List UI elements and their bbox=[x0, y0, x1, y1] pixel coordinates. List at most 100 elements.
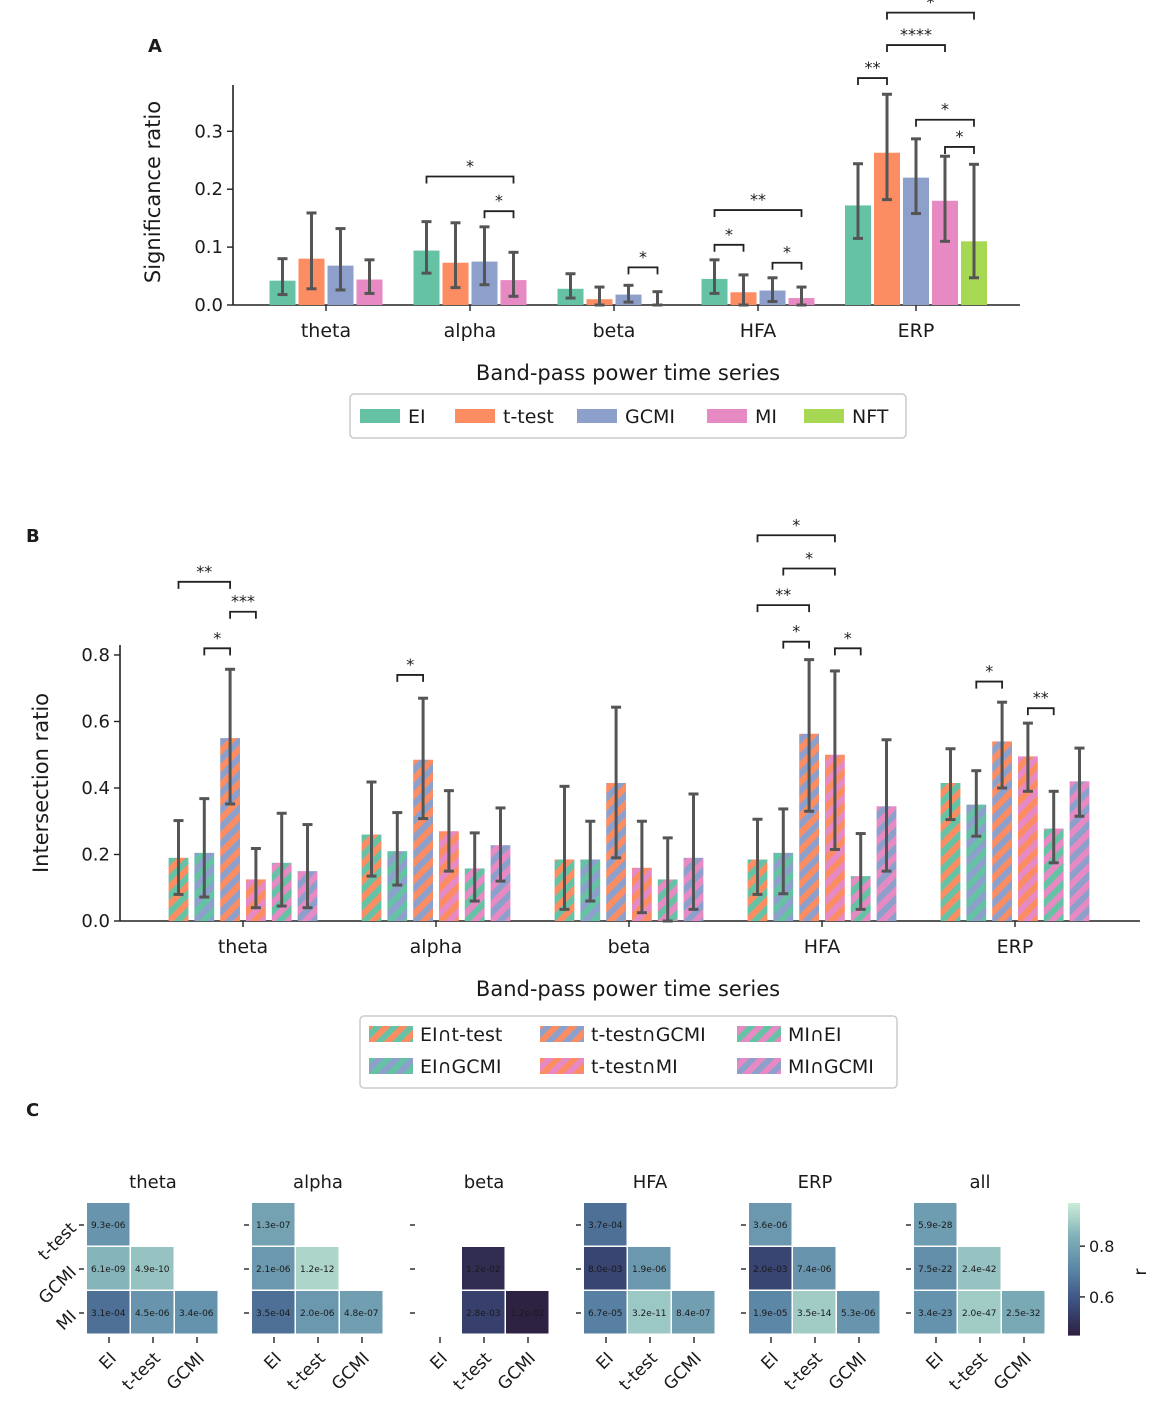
heatmap-cell bbox=[914, 1247, 957, 1290]
heatmap-cell-p-value: 2.4e-42 bbox=[962, 1265, 997, 1275]
significance-bracket bbox=[857, 77, 888, 86]
heatmap-cell bbox=[914, 1203, 957, 1246]
significance-label: **** bbox=[900, 25, 932, 44]
colorbar-segment bbox=[1068, 1269, 1080, 1272]
significance-label: * bbox=[956, 127, 964, 146]
heatmap-cell bbox=[914, 1291, 957, 1334]
heatmap-cell-p-value: 3.5e-04 bbox=[256, 1309, 291, 1319]
heatmap-col-label-gcmi: GCMI bbox=[990, 1349, 1036, 1395]
colorbar-segment bbox=[1068, 1277, 1080, 1280]
significance-bracket bbox=[177, 580, 231, 589]
panel-a-xlabel: Band-pass power time series bbox=[476, 361, 780, 385]
significance-bracket bbox=[627, 266, 659, 275]
bar-ei-and-gcmi-erp bbox=[966, 804, 987, 921]
significance-label: * bbox=[792, 622, 800, 641]
heatmap-cell-p-value: 6.1e-09 bbox=[91, 1265, 126, 1275]
legend-label-gcmi: GCMI bbox=[625, 406, 675, 428]
colorbar-segment bbox=[1068, 1265, 1080, 1268]
legend-label-mi: MI bbox=[755, 406, 777, 428]
bar-t-test-and-gcmi-erp bbox=[992, 741, 1012, 921]
legend-swatch-t-test-and-gcmi bbox=[540, 1026, 584, 1042]
significance-label: ** bbox=[750, 190, 766, 209]
colorbar: 0.6 0.8 bbox=[1068, 1203, 1114, 1336]
panel-b-ylabel: Intersection ratio bbox=[29, 693, 53, 873]
colorbar-segment bbox=[1068, 1285, 1080, 1288]
bar-ei-and-t-test-erp bbox=[940, 783, 961, 921]
bar-t-test-and-mi-alpha bbox=[439, 831, 459, 921]
heatmap-cell-p-value: 3.5e-14 bbox=[797, 1309, 832, 1319]
heatmap-cell bbox=[131, 1291, 174, 1334]
significance-label: * bbox=[805, 549, 813, 568]
colorbar-segment bbox=[1068, 1307, 1080, 1310]
colorbar-segment bbox=[1068, 1295, 1080, 1298]
bar-t-test-and-mi-erp bbox=[1018, 756, 1038, 921]
y-tick-label: 0.2 bbox=[81, 844, 110, 865]
heatmap-cell-p-value: 2.0e-47 bbox=[962, 1309, 997, 1319]
heatmap-cell bbox=[749, 1291, 792, 1334]
colorbar-segment bbox=[1068, 1299, 1080, 1302]
significance-label: * bbox=[466, 156, 474, 175]
heatmap-cell-p-value: 9.3e-06 bbox=[91, 1221, 126, 1231]
legend-swatch-t-test-and-mi bbox=[540, 1058, 584, 1074]
panel-label-b: B bbox=[26, 526, 40, 547]
heatmap-col-label-t-test: t-test bbox=[283, 1348, 330, 1395]
heatmap-cell-p-value: 2.1e-06 bbox=[256, 1265, 291, 1275]
heatmap-cell-p-value: 1.9e-05 bbox=[753, 1309, 788, 1319]
significance-bracket bbox=[483, 210, 515, 219]
bar-t-test-and-gcmi-alpha bbox=[413, 759, 433, 921]
colorbar-segment bbox=[1068, 1287, 1080, 1290]
colorbar-segment bbox=[1068, 1213, 1080, 1216]
significance-bracket bbox=[771, 261, 803, 270]
significance-label: * bbox=[783, 243, 791, 262]
colorbar-segment bbox=[1068, 1323, 1080, 1326]
heatmap-title-alpha: alpha bbox=[293, 1172, 343, 1193]
colorbar-segment bbox=[1068, 1301, 1080, 1304]
heatmap-col-label-t-test: t-test bbox=[118, 1348, 165, 1395]
heatmap-col-label-t-test: t-test bbox=[449, 1348, 496, 1395]
legend-label-t-test-and-gcmi: t-test∩GCMI bbox=[591, 1024, 706, 1046]
legend-swatch-ei-and-gcmi bbox=[369, 1058, 413, 1074]
x-tick-label-alpha: alpha bbox=[444, 320, 497, 342]
heatmap-col-label-t-test: t-test bbox=[615, 1348, 662, 1395]
y-tick-label: 0.4 bbox=[81, 778, 110, 799]
heatmap-row-label-mi: MI bbox=[53, 1307, 81, 1335]
heatmap-cell-p-value: 1.9e-06 bbox=[632, 1265, 667, 1275]
colorbar-segment bbox=[1068, 1235, 1080, 1238]
colorbar-segment bbox=[1068, 1315, 1080, 1318]
significance-label: * bbox=[213, 628, 221, 647]
colorbar-segment bbox=[1068, 1313, 1080, 1316]
legend-swatch-nft bbox=[804, 409, 844, 423]
colorbar-segment bbox=[1068, 1267, 1080, 1270]
y-tick-label: 0.0 bbox=[81, 911, 110, 932]
panel-label-a: A bbox=[148, 36, 162, 57]
heatmap-cell bbox=[506, 1291, 549, 1334]
bar-t-test-and-gcmi-hfa bbox=[799, 733, 819, 921]
heatmap-cell bbox=[672, 1291, 715, 1334]
heatmap-cell bbox=[628, 1291, 671, 1334]
colorbar-segment bbox=[1068, 1283, 1080, 1286]
legend-label-mi-and-gcmi: MI∩GCMI bbox=[788, 1056, 874, 1078]
significance-bracket bbox=[915, 118, 975, 127]
x-tick-label-alpha: alpha bbox=[410, 936, 463, 958]
colorbar-segment bbox=[1068, 1293, 1080, 1296]
heatmap-cell-p-value: 5.3e-06 bbox=[841, 1309, 876, 1319]
bar-t-test-and-gcmi-theta bbox=[220, 738, 240, 921]
y-tick-label: 0.3 bbox=[194, 121, 223, 142]
significance-bracket bbox=[1027, 707, 1055, 716]
colorbar-segment bbox=[1068, 1255, 1080, 1258]
significance-bracket bbox=[782, 640, 810, 649]
panel-label-c: C bbox=[26, 1100, 39, 1121]
heatmap-cell-p-value: 1.2e-02 bbox=[466, 1265, 501, 1275]
significance-bracket bbox=[229, 610, 257, 619]
bar-ei-and-t-test-alpha bbox=[361, 834, 382, 921]
colorbar-segment bbox=[1068, 1273, 1080, 1276]
heatmap-col-label-ei: EI bbox=[757, 1349, 782, 1374]
heatmap-title-theta: theta bbox=[129, 1172, 177, 1193]
colorbar-segment bbox=[1068, 1229, 1080, 1232]
heatmap-col-label-ei: EI bbox=[592, 1349, 617, 1374]
heatmap-cell bbox=[296, 1247, 339, 1290]
heatmap-cell-p-value: 3.2e-02 bbox=[510, 1309, 545, 1319]
bar-mi-and-ei-erp bbox=[1043, 828, 1064, 921]
heatmap-cell bbox=[462, 1247, 505, 1290]
